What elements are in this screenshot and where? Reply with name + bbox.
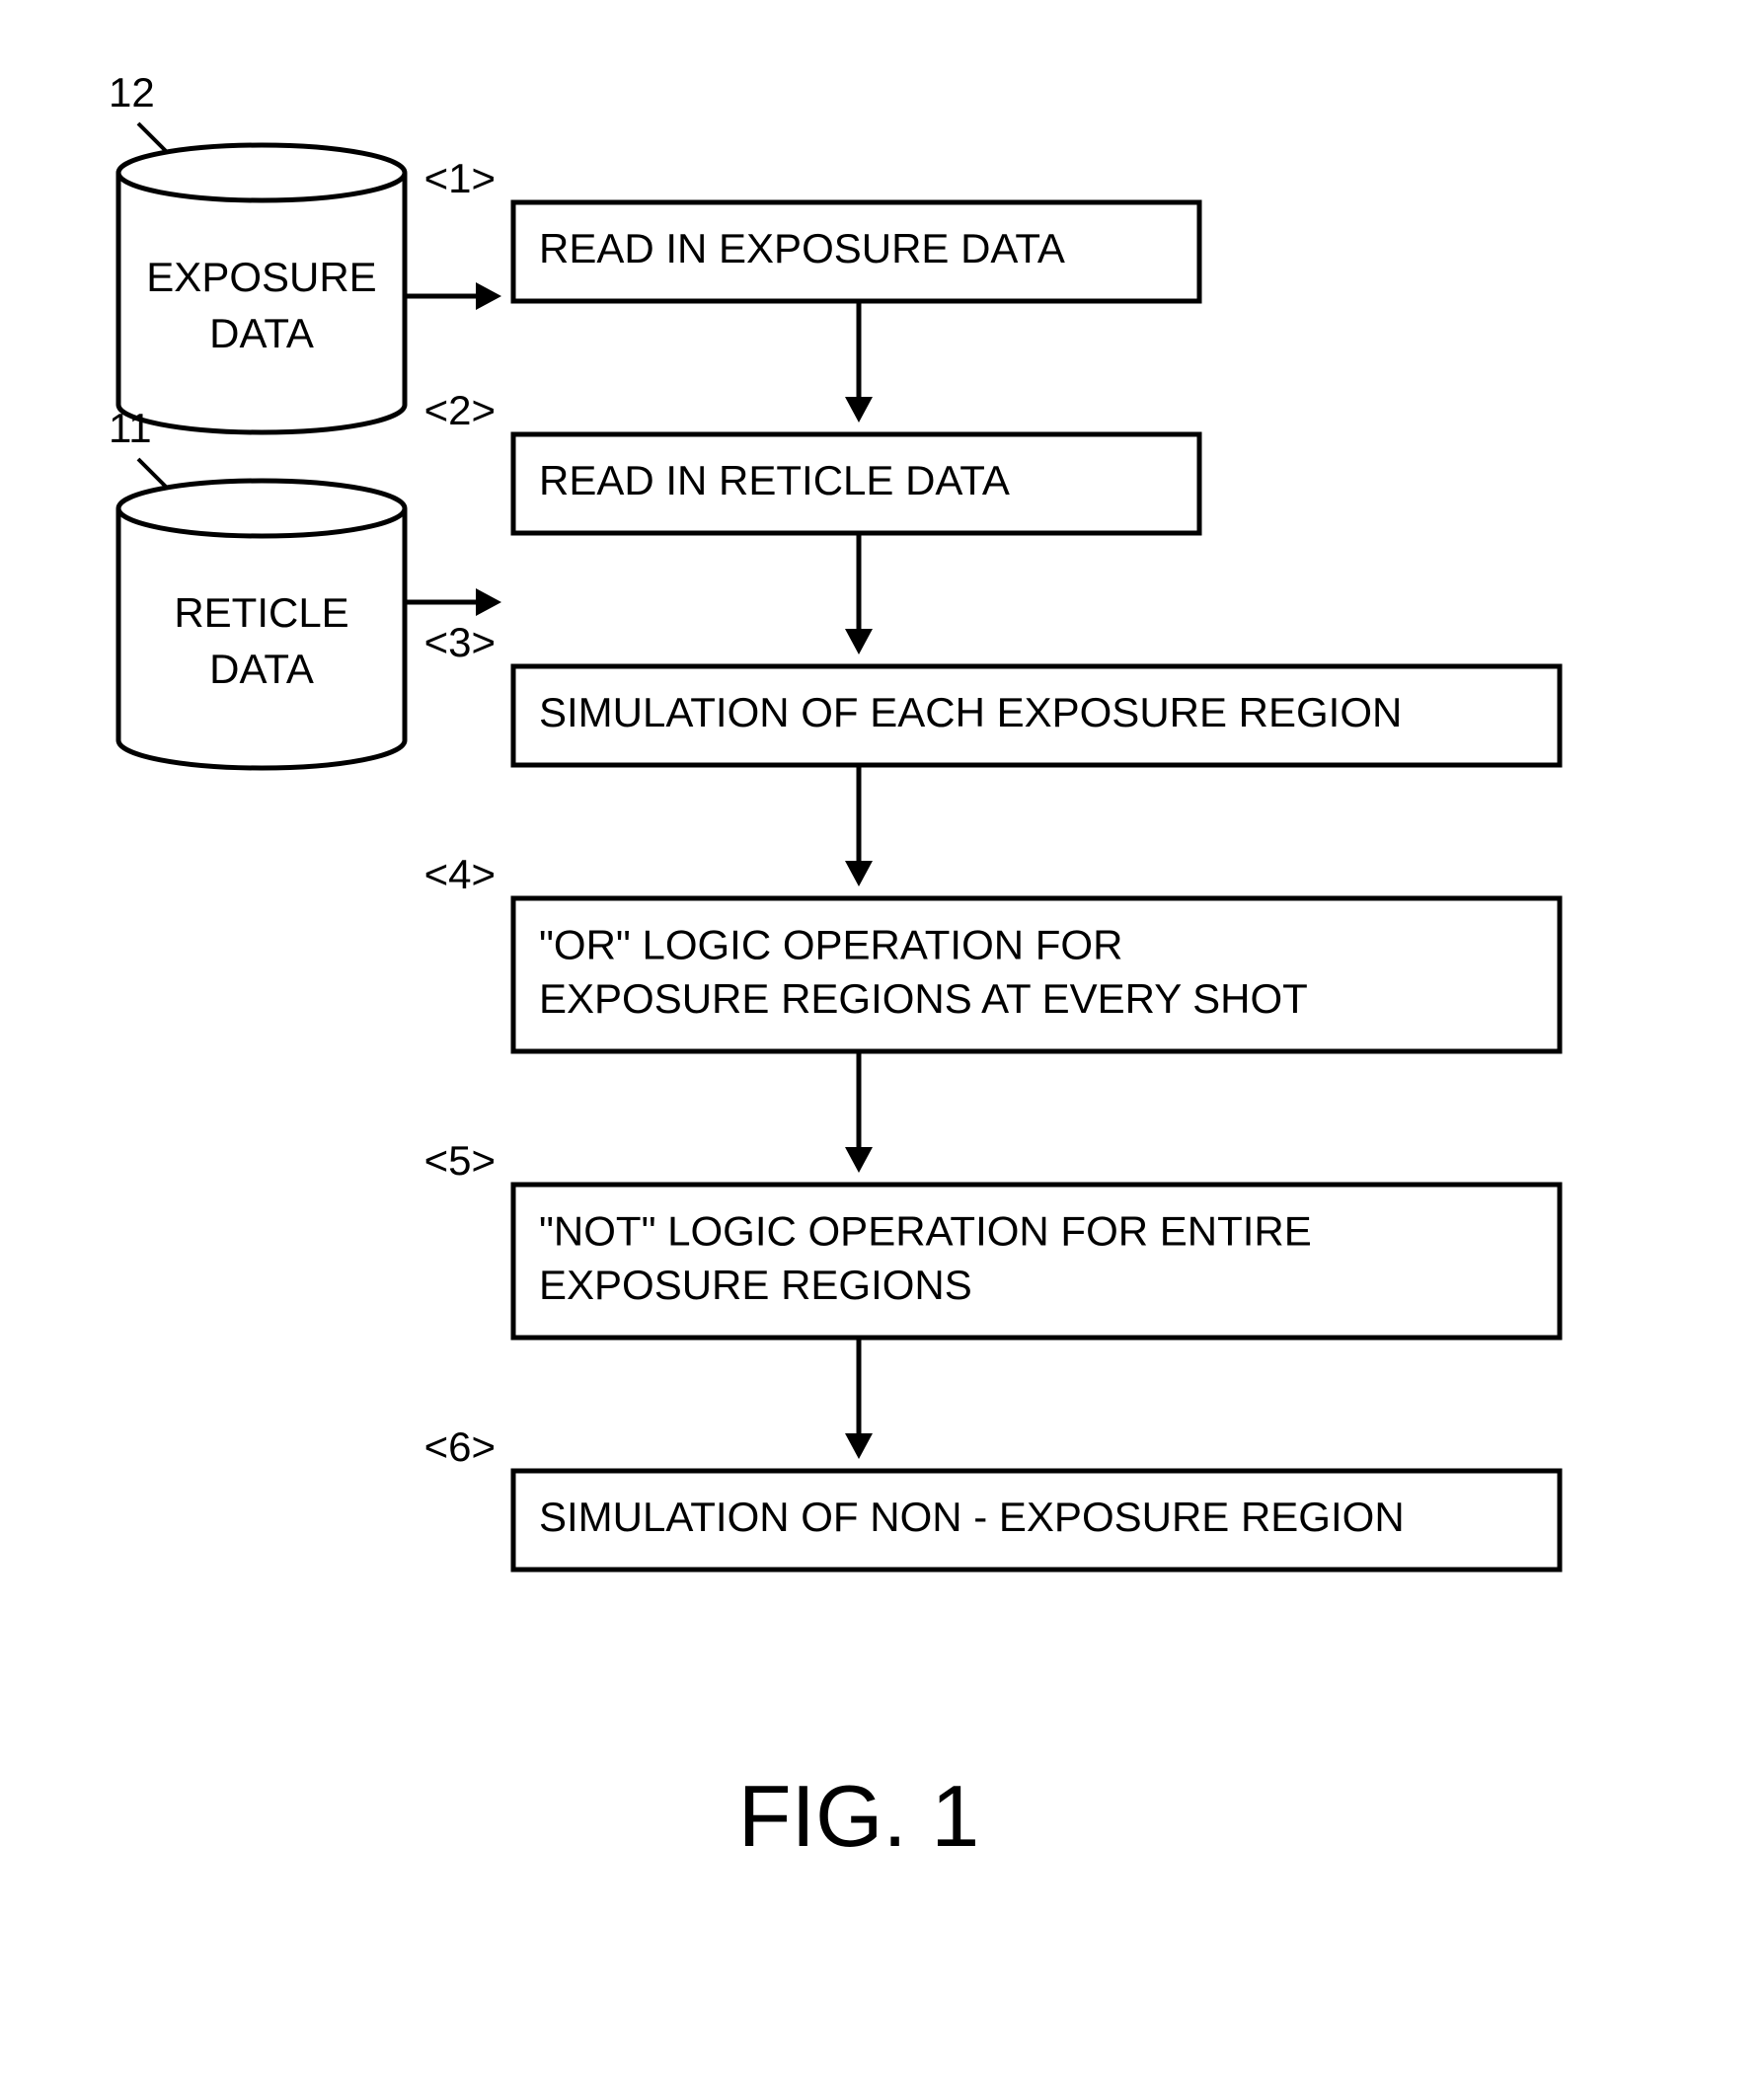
a-s5-s6-head [845,1433,873,1459]
a-s2-s3-head [845,629,873,654]
step-4-tag: <4> [424,851,496,897]
db-reticle-ref: 11 [109,405,152,451]
db-exposure-ref: 12 [109,69,155,115]
step-3-text-0: SIMULATION OF EACH EXPOSURE REGION [539,689,1402,735]
db-exposure-label-line-1: DATA [209,310,314,356]
db-exposure-leader [138,123,168,153]
step-6-text-0: SIMULATION OF NON - EXPOSURE REGION [539,1494,1405,1540]
db-exposure-label-line-0: EXPOSURE [146,254,376,300]
a-s4-s5-head [845,1147,873,1173]
db-reticle-label-line-1: DATA [209,646,314,692]
figure-label: FIG. 1 [738,1767,980,1865]
a-s3-s4-head [845,861,873,886]
step-3-tag: <3> [424,619,496,665]
db-reticle-leader [138,459,168,489]
step-5-tag: <5> [424,1137,496,1184]
step-2-tag: <2> [424,387,496,433]
step-6-tag: <6> [424,1423,496,1470]
db-reticle-label-line-0: RETICLE [174,589,348,636]
step-2-text-0: READ IN RETICLE DATA [539,457,1010,503]
a-db1-s1-head [476,282,501,310]
step-1-tag: <1> [424,155,496,201]
a-s1-s2-head [845,397,873,422]
a-db2-s2-head [476,588,501,616]
step-4-text-1: EXPOSURE REGIONS AT EVERY SHOT [539,975,1308,1022]
step-5-text-1: EXPOSURE REGIONS [539,1262,972,1308]
step-4-text-0: "OR" LOGIC OPERATION FOR [539,921,1122,967]
step-5-text-0: "NOT" LOGIC OPERATION FOR ENTIRE [539,1207,1312,1254]
step-1-text-0: READ IN EXPOSURE DATA [539,225,1065,271]
